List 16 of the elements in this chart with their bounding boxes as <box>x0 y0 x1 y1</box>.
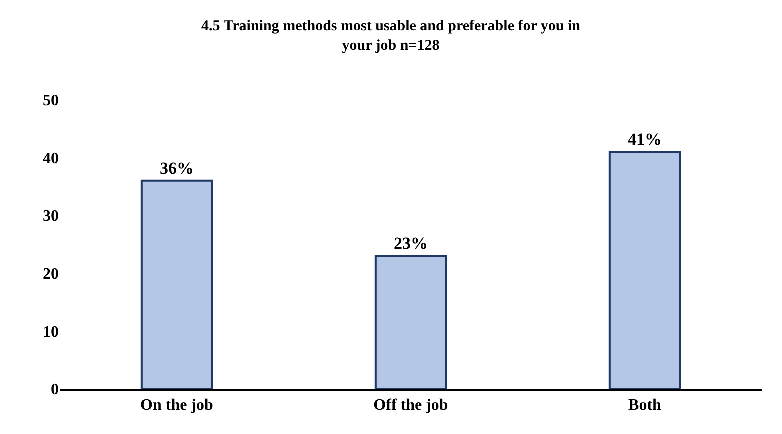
x-tick-label: On the job <box>140 396 214 414</box>
bar <box>140 180 214 389</box>
data-label: 41% <box>628 130 662 150</box>
y-tick-label: 0 <box>51 382 59 399</box>
y-tick-label: 20 <box>43 266 59 283</box>
data-label: 23% <box>394 234 428 254</box>
x-tick-label: Both <box>628 396 662 414</box>
y-tick-label: 40 <box>43 150 59 168</box>
y-tick-label: 50 <box>43 92 59 110</box>
y-tick-label: 30 <box>43 208 59 226</box>
bar <box>374 255 448 389</box>
data-label: 36% <box>160 158 194 178</box>
x-tick-label: Off the job <box>374 396 448 414</box>
bar <box>608 151 682 389</box>
chart-title: 4.5 Training methods most usable and preferable for you in your job n=128 <box>202 18 582 54</box>
y-tick-label: 10 <box>43 324 59 341</box>
